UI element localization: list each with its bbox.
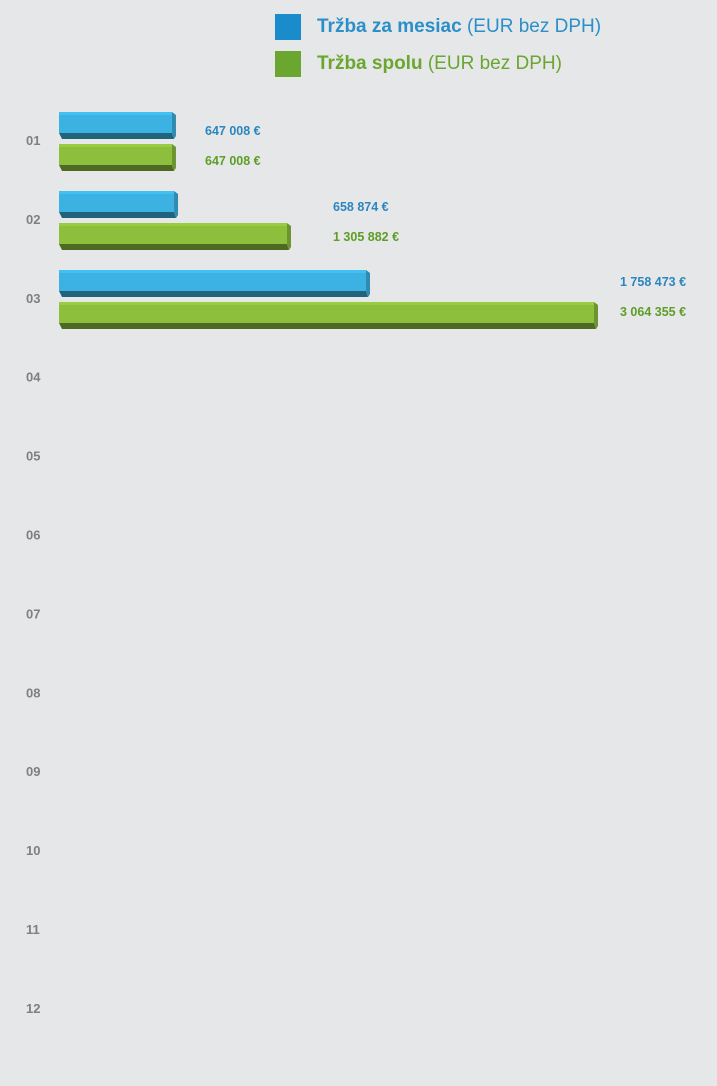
category-label-10: 10 <box>26 843 40 858</box>
bar-monthly-02 <box>59 191 179 218</box>
legend-item-total: Tržba spolu (EUR bez DPH) <box>275 51 562 77</box>
legend-swatch-total <box>275 51 301 77</box>
bar-monthly-03 <box>59 270 371 297</box>
data-label-monthly-01: 647 008 € <box>205 124 261 138</box>
category-label-01: 01 <box>26 133 40 148</box>
category-label-07: 07 <box>26 606 40 621</box>
data-label-total-02: 1 305 882 € <box>333 230 399 244</box>
category-label-09: 09 <box>26 764 40 779</box>
category-label-11: 11 <box>26 922 40 937</box>
category-label-05: 05 <box>26 449 40 464</box>
legend-swatch-monthly <box>275 14 301 40</box>
legend-label-monthly-rest: (EUR bez DPH) <box>461 16 602 37</box>
category-label-04: 04 <box>26 370 41 385</box>
bar-total-02 <box>59 223 291 250</box>
category-label-02: 02 <box>26 212 40 227</box>
data-label-total-03: 3 064 355 € <box>620 305 686 319</box>
data-label-monthly-02: 658 874 € <box>333 200 389 214</box>
legend-label-total-bold: Tržba spolu <box>317 53 423 74</box>
legend-item-monthly: Tržba za mesiac (EUR bez DPH) <box>275 14 601 40</box>
category-label-03: 03 <box>26 291 40 306</box>
data-label-total-01: 647 008 € <box>205 154 261 168</box>
category-label-12: 12 <box>26 1001 40 1016</box>
data-label-monthly-03: 1 758 473 € <box>620 275 686 289</box>
category-label-06: 06 <box>26 528 40 543</box>
legend-label-total-rest: (EUR bez DPH) <box>422 53 562 74</box>
bar-monthly-01 <box>59 112 176 139</box>
category-label-08: 08 <box>26 685 40 700</box>
legend-label-monthly-bold: Tržba za mesiac <box>317 16 462 37</box>
bar-total-03 <box>59 302 598 329</box>
bar-total-01 <box>59 144 176 171</box>
